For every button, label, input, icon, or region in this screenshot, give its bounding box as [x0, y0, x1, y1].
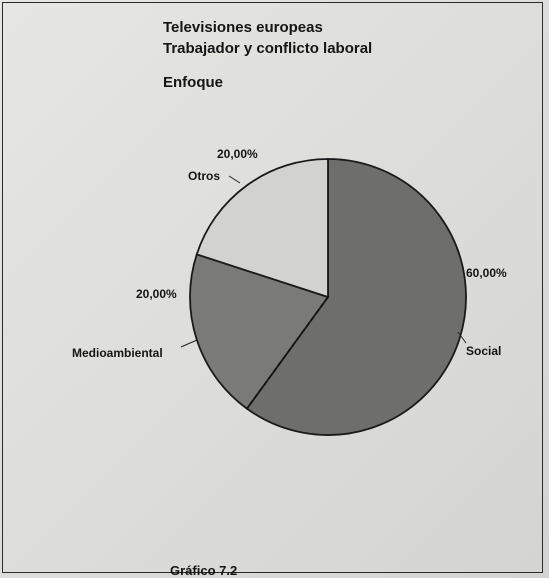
chart-title: Televisiones europeas [163, 19, 323, 36]
figure-frame [2, 2, 543, 573]
pie-slices [189, 158, 467, 436]
pie-slice-otros [195, 158, 329, 299]
slice-label-medioambiental: Medioambiental [72, 346, 163, 360]
slice-value-label-otros: 20,00% [217, 147, 258, 161]
slice-label-otros: Otros [188, 169, 220, 183]
leader-line-social [457, 331, 467, 344]
slice-value-label-social: 60,00% [466, 266, 507, 280]
pie-slice-social [245, 158, 467, 436]
slice-label-social: Social [466, 344, 501, 358]
slice-divider-dashed [246, 296, 329, 410]
slice-value-label-medioambiental: 20,00% [136, 287, 177, 301]
leader-line-medioambiental [180, 339, 198, 348]
chart-subtitle: Trabajador y conflicto laboral [163, 40, 373, 57]
figure-caption: Gráfico 7.2 [170, 563, 238, 578]
leader-line-otros [228, 175, 241, 184]
chart-heading: Enfoque [163, 74, 223, 91]
pie-labels: 60,00% Social 20,00% Medioambiental 20,0… [72, 147, 507, 360]
